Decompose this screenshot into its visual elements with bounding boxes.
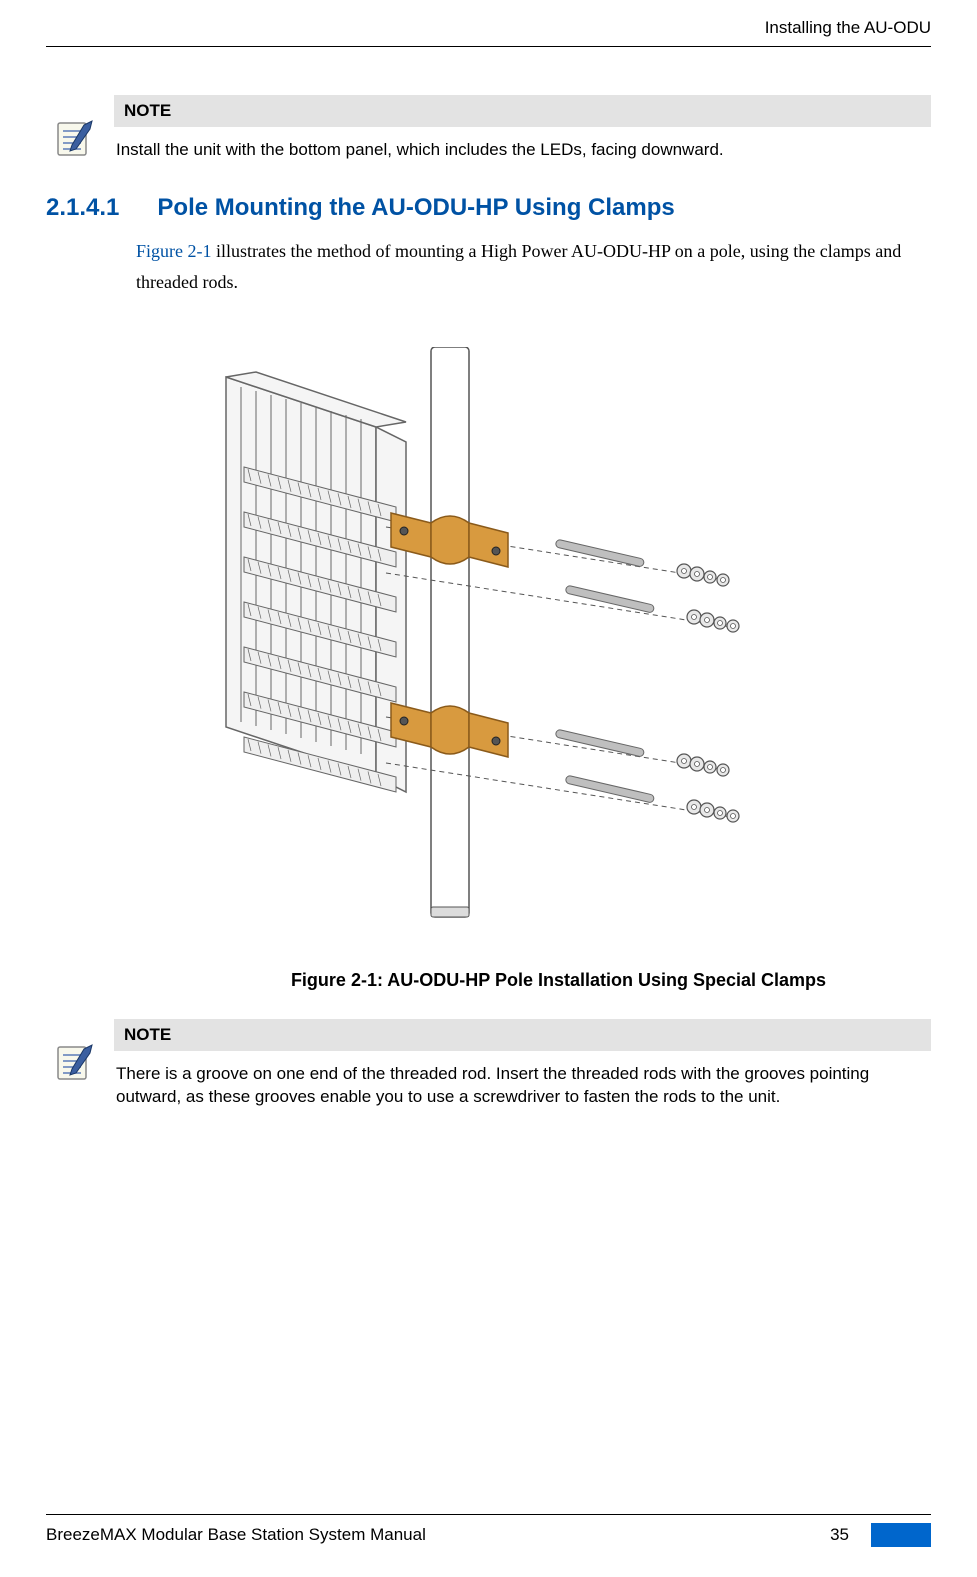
chapter-title: Installing the AU-ODU: [765, 18, 931, 37]
section-title: Pole Mounting the AU-ODU-HP Using Clamps: [157, 194, 674, 222]
body-paragraph: Figure 2-1 illustrates the method of mou…: [136, 236, 931, 297]
footer-manual: BreezeMAX Modular Base Station System Ma…: [46, 1525, 426, 1545]
note-block-1: NOTE Install the unit with the bottom pa…: [56, 95, 931, 162]
footer-block-icon: [871, 1523, 931, 1547]
page-number: 35: [830, 1525, 849, 1545]
note-body-2: NOTE There is a groove on one end of the…: [114, 1019, 931, 1109]
section-heading: 2.1.4.1 Pole Mounting the AU-ODU-HP Usin…: [46, 194, 931, 222]
body-rest: illustrates the method of mounting a Hig…: [136, 241, 901, 292]
note-block-2: NOTE There is a groove on one end of the…: [56, 1019, 931, 1109]
section-number: 2.1.4.1: [46, 194, 119, 222]
page-footer: BreezeMAX Modular Base Station System Ma…: [46, 1514, 931, 1547]
content-area: NOTE Install the unit with the bottom pa…: [46, 95, 931, 1141]
note-icon: [56, 1043, 96, 1083]
figure-caption: Figure 2-1: AU-ODU-HP Pole Installation …: [186, 970, 931, 991]
note-label-2: NOTE: [114, 1019, 931, 1051]
figure-reference[interactable]: Figure 2-1: [136, 241, 212, 261]
figure-wrap: Figure 2-1: AU-ODU-HP Pole Installation …: [186, 347, 931, 991]
footer-right: 35: [830, 1523, 931, 1547]
note-body-1: NOTE Install the unit with the bottom pa…: [114, 95, 931, 162]
figure-svg: [186, 347, 746, 937]
note-text-2: There is a groove on one end of the thre…: [114, 1051, 931, 1109]
page-header: Installing the AU-ODU: [46, 18, 931, 47]
note-label-1: NOTE: [114, 95, 931, 127]
note-icon: [56, 119, 96, 159]
note-text-1: Install the unit with the bottom panel, …: [114, 127, 931, 162]
